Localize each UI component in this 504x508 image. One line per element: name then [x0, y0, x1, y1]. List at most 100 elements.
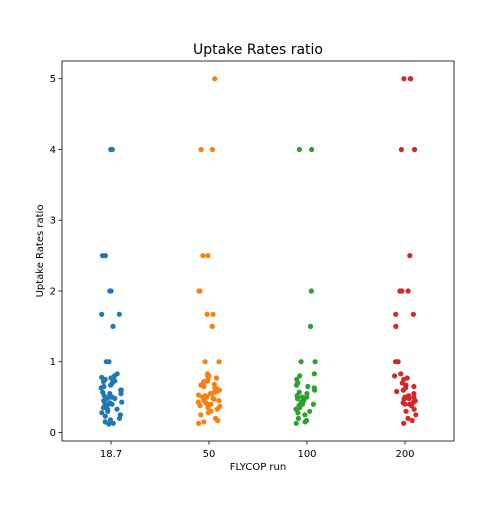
data-point [296, 146, 302, 153]
data-point [207, 391, 213, 397]
y-tick-label: 5 [50, 74, 56, 85]
data-point [295, 415, 301, 421]
data-point [205, 405, 211, 411]
data-point [205, 410, 211, 416]
data-point [407, 253, 413, 259]
data-point [110, 420, 116, 426]
data-point [100, 405, 106, 411]
data-point [309, 146, 315, 153]
y-tick-label: 2 [50, 286, 56, 297]
data-point [393, 323, 399, 329]
data-point [304, 394, 310, 400]
data-point [99, 410, 105, 416]
data-point [205, 253, 211, 259]
data-point [293, 420, 299, 426]
data-point [293, 382, 300, 388]
data-point [209, 323, 215, 329]
data-point [411, 146, 418, 153]
data-point [102, 413, 108, 419]
data-point [109, 146, 115, 153]
data-point [119, 399, 125, 405]
data-point [401, 76, 407, 82]
data-point [393, 311, 399, 317]
data-point [401, 420, 407, 426]
x-axis-label: FLYCOP run [230, 462, 286, 473]
y-axis-label: Uptake Rates ratio [35, 205, 46, 298]
data-point [216, 359, 222, 365]
data-point [302, 412, 308, 418]
x-tick-label: 50 [203, 449, 216, 460]
data-point [98, 385, 104, 391]
data-point [307, 408, 313, 414]
data-point [196, 288, 202, 294]
data-point [310, 401, 316, 407]
data-point [216, 398, 222, 404]
plot-frame [61, 60, 455, 442]
data-point [100, 379, 107, 385]
data-point [305, 383, 311, 390]
data-point [400, 387, 406, 393]
data-point [104, 403, 110, 409]
data-point [312, 359, 318, 365]
data-point [211, 396, 217, 402]
x-axis: 18.7 50 100 200 [100, 441, 415, 460]
data-point [205, 378, 211, 384]
data-point [214, 406, 220, 412]
data-point [403, 408, 409, 414]
x-tick-label: 18.7 [100, 449, 122, 460]
data-point [212, 76, 218, 82]
data-point [405, 415, 411, 421]
data-point [102, 253, 108, 259]
data-point [405, 288, 411, 294]
data-point [99, 311, 105, 317]
data-point [398, 146, 404, 153]
y-axis: 0 1 2 3 4 5 [50, 74, 62, 439]
data-point [107, 417, 113, 423]
data-point [108, 375, 114, 381]
data-point [302, 419, 308, 425]
data-point [298, 359, 304, 365]
data-point [108, 382, 114, 388]
data-point [110, 323, 116, 329]
data-point [395, 359, 401, 365]
data-point [109, 401, 115, 407]
data-point [210, 311, 216, 317]
data-point [195, 420, 202, 426]
data-point [108, 288, 114, 294]
data-point [204, 311, 210, 317]
data-point [204, 394, 210, 400]
data-point [407, 76, 413, 82]
data-point [215, 417, 221, 424]
data-point [394, 388, 400, 395]
y-tick-label: 3 [50, 216, 56, 227]
data-point [308, 288, 314, 294]
data-point [408, 403, 414, 409]
data-point [114, 406, 120, 412]
data-point [195, 392, 202, 398]
data-point [105, 408, 111, 414]
data-point [312, 387, 318, 393]
data-point [116, 311, 122, 317]
data-point [411, 406, 417, 412]
data-point [295, 410, 301, 416]
data-point [116, 415, 123, 421]
data-point [294, 395, 300, 402]
data-point [106, 421, 112, 427]
data-point [201, 419, 207, 425]
y-tick-label: 0 [50, 428, 56, 439]
data-point [118, 391, 124, 397]
data-point [409, 417, 415, 424]
x-tick-label: 200 [395, 449, 414, 460]
data-point [103, 359, 109, 365]
data-point [402, 401, 408, 407]
data-point [202, 359, 208, 365]
data-point [198, 146, 204, 153]
data-point [200, 253, 206, 259]
data-point [112, 395, 118, 402]
data-point [197, 403, 203, 409]
data-point [410, 311, 416, 317]
data-point [413, 412, 419, 418]
data-point [411, 383, 417, 390]
